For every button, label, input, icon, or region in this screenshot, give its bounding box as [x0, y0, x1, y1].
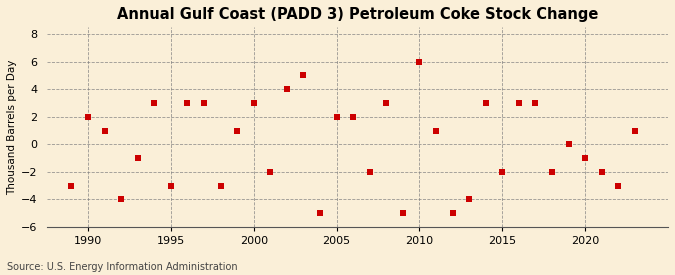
Point [331, 115, 342, 119]
Point [165, 183, 176, 188]
Point [514, 101, 524, 105]
Title: Annual Gulf Coast (PADD 3) Petroleum Coke Stock Change: Annual Gulf Coast (PADD 3) Petroleum Cok… [117, 7, 598, 22]
Point [448, 211, 458, 215]
Y-axis label: Thousand Barrels per Day: Thousand Barrels per Day [7, 59, 17, 195]
Point [132, 156, 143, 160]
Point [182, 101, 193, 105]
Point [547, 170, 558, 174]
Point [99, 128, 110, 133]
Point [66, 183, 77, 188]
Point [82, 115, 93, 119]
Point [431, 128, 441, 133]
Point [481, 101, 491, 105]
Point [281, 87, 292, 92]
Point [398, 211, 408, 215]
Point [298, 73, 309, 78]
Point [414, 59, 425, 64]
Point [580, 156, 591, 160]
Point [497, 170, 508, 174]
Point [464, 197, 475, 202]
Point [364, 170, 375, 174]
Point [613, 183, 624, 188]
Point [149, 101, 160, 105]
Point [215, 183, 226, 188]
Point [265, 170, 276, 174]
Point [198, 101, 209, 105]
Point [232, 128, 242, 133]
Point [530, 101, 541, 105]
Point [597, 170, 608, 174]
Point [116, 197, 127, 202]
Point [348, 115, 358, 119]
Text: Source: U.S. Energy Information Administration: Source: U.S. Energy Information Administ… [7, 262, 238, 272]
Point [315, 211, 325, 215]
Point [248, 101, 259, 105]
Point [381, 101, 392, 105]
Point [630, 128, 641, 133]
Point [563, 142, 574, 147]
